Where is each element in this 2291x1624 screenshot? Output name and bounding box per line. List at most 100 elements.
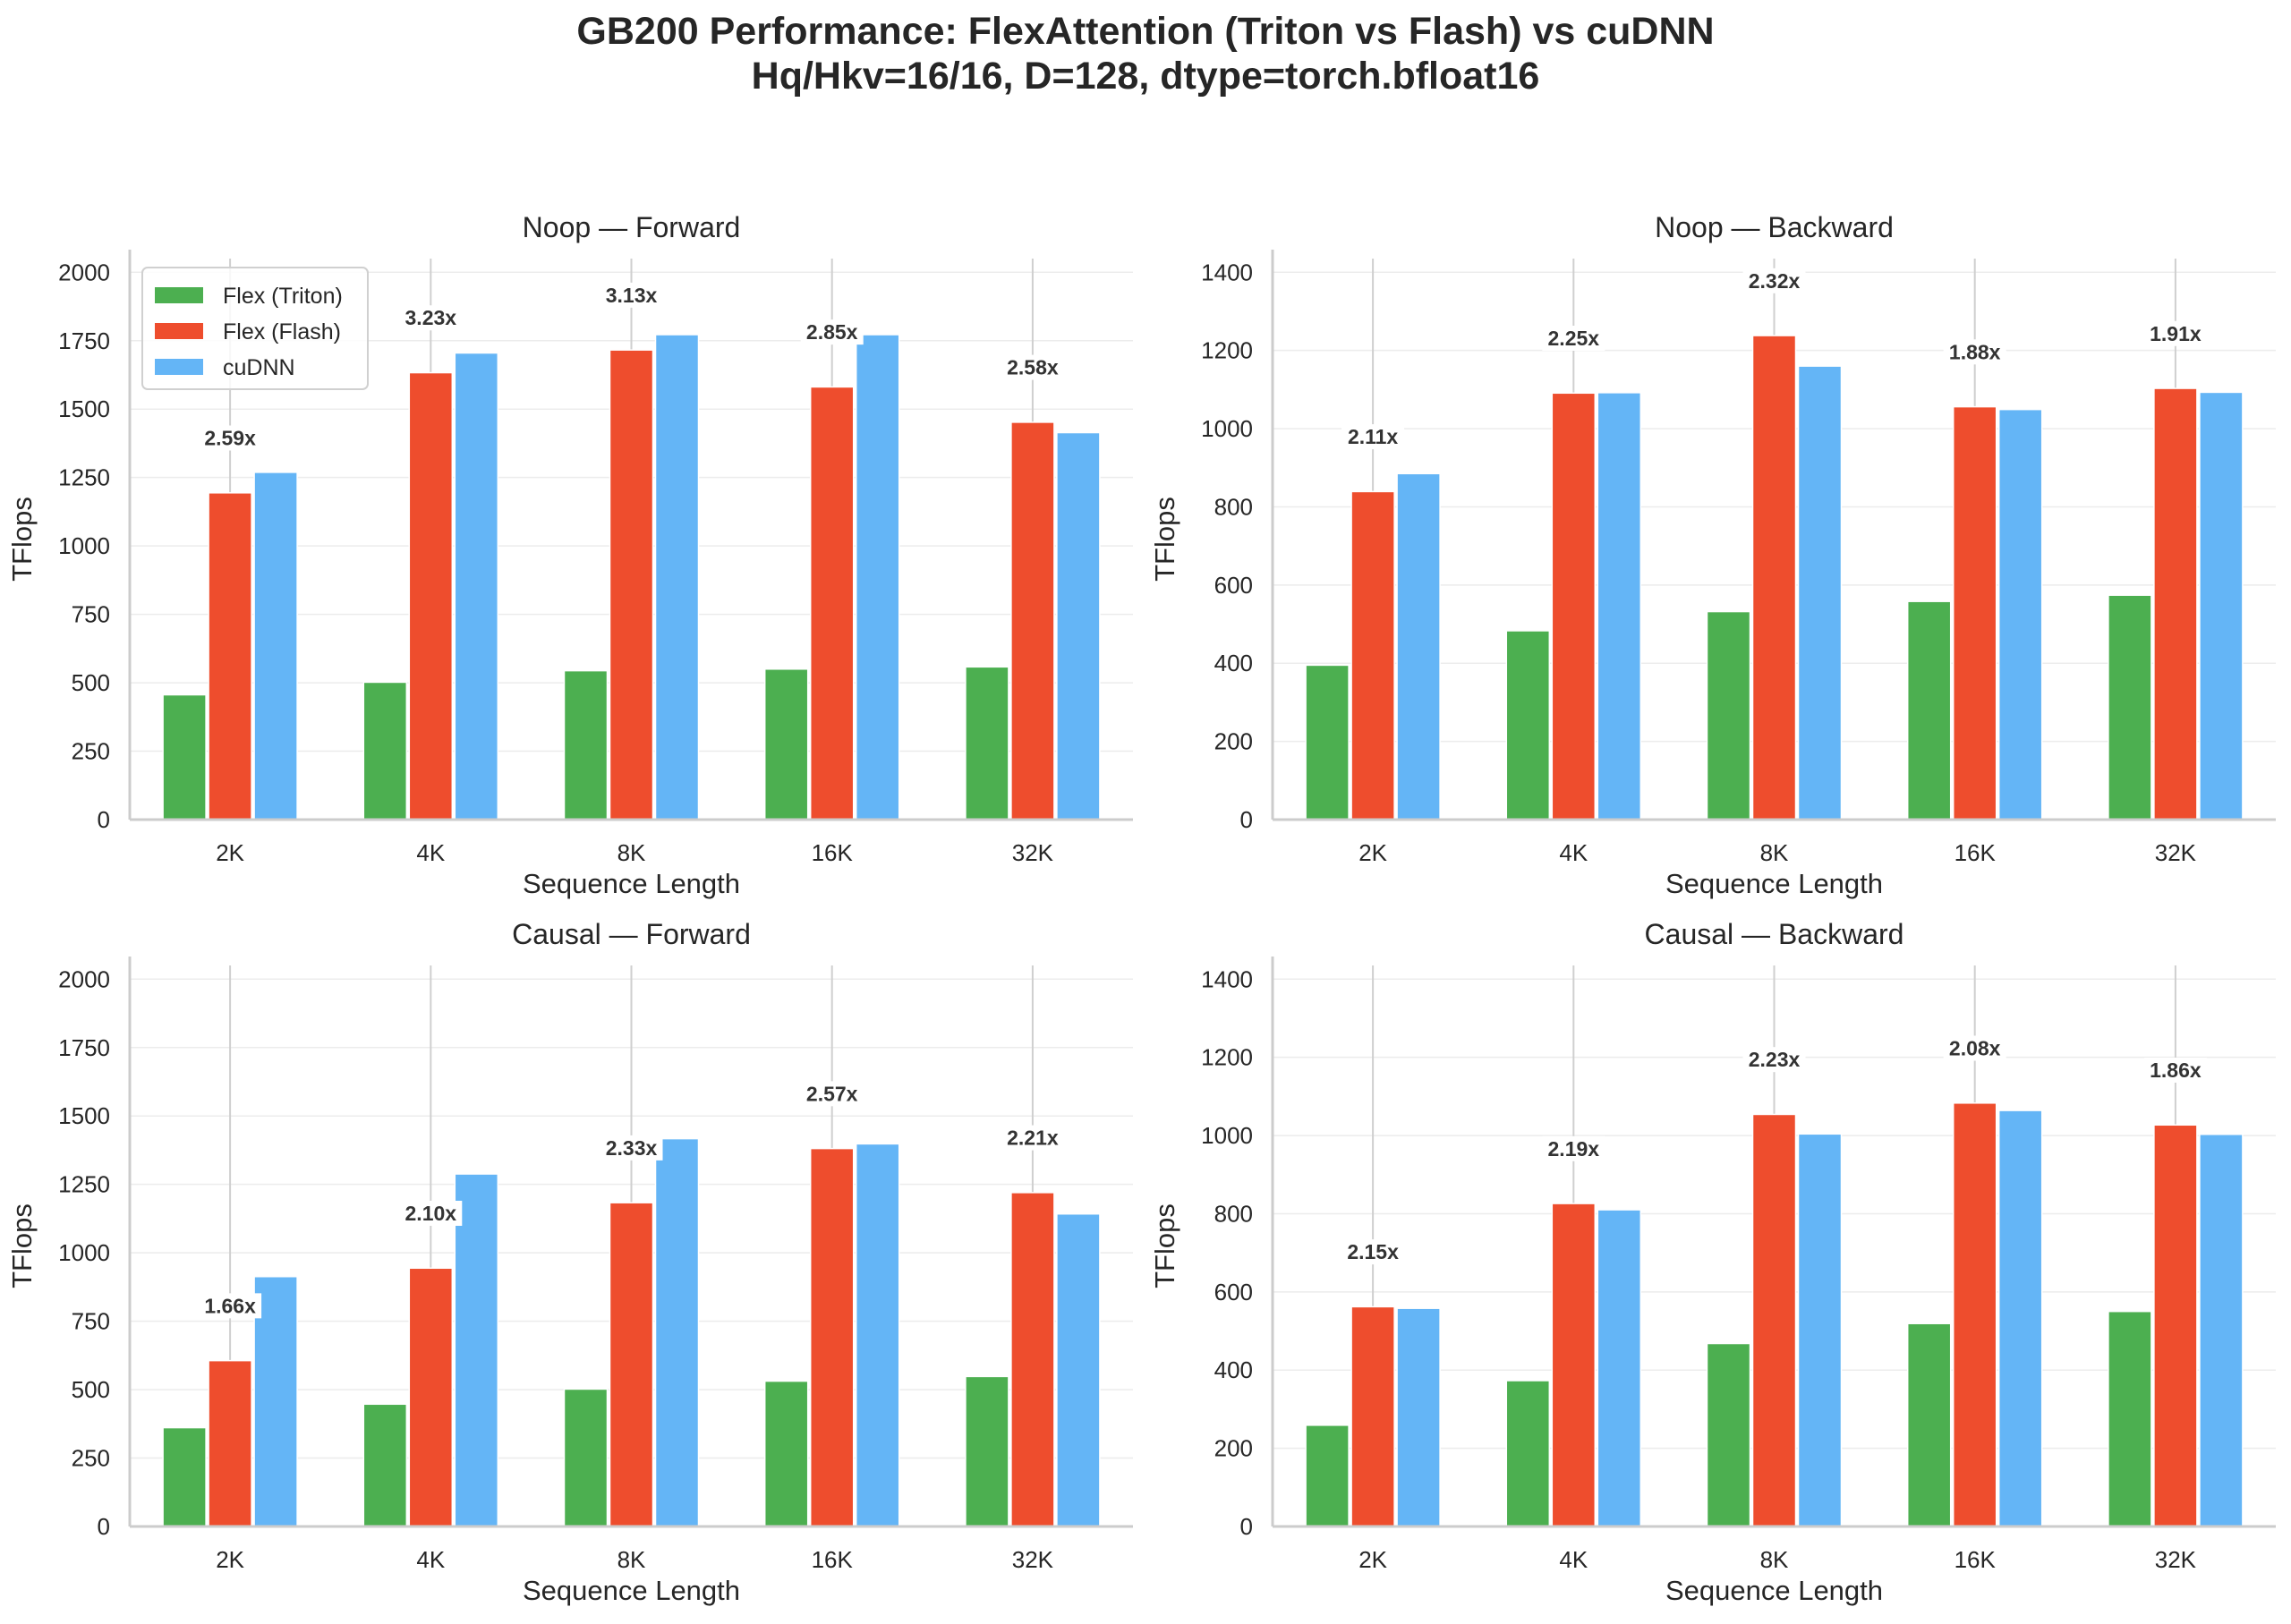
- bar-cudnn-32k: [2199, 391, 2244, 821]
- speedup-annotation: 2.33x: [606, 1136, 658, 1160]
- annotation-bg: [1001, 354, 1064, 380]
- annotation-bg: [399, 305, 463, 331]
- x-tick-label: 8K: [1760, 1546, 1789, 1573]
- x-tick-label: 2K: [216, 1546, 244, 1573]
- annotation-bg: [1001, 1125, 1064, 1151]
- bar-flex-flash-4k: [1551, 1203, 1597, 1527]
- y-tick-label: 250: [72, 1445, 110, 1472]
- annotation-bg: [399, 1200, 463, 1226]
- bar-flex-flash-2k: [1350, 1305, 1395, 1527]
- y-tick-label: 0: [1240, 1513, 1253, 1540]
- legend-swatch: [155, 359, 203, 375]
- bar-cudnn-4k: [1597, 1209, 1642, 1527]
- legend-label: Flex (Flash): [223, 319, 341, 344]
- bar-flex-triton-16k: [763, 668, 809, 821]
- y-tick-label: 400: [1214, 650, 1253, 676]
- bar-flex-triton-32k: [965, 666, 1009, 821]
- x-axis-label: Sequence Length: [1665, 868, 1883, 899]
- bar-cudnn-4k: [454, 1173, 499, 1527]
- y-tick-label: 1400: [1201, 965, 1253, 992]
- bar-flex-triton-8k: [1706, 1342, 1751, 1527]
- bar-flex-flash-8k: [609, 1202, 654, 1527]
- x-tick-label: 32K: [1012, 1546, 1054, 1573]
- x-tick-label: 8K: [617, 1546, 646, 1573]
- speedup-annotation: 3.23x: [405, 306, 457, 329]
- bar-cudnn-16k: [1997, 1110, 2043, 1527]
- x-tick-label: 32K: [2155, 839, 2197, 866]
- speedup-annotation: 2.25x: [1548, 327, 1600, 350]
- x-tick-label: 2K: [1358, 839, 1387, 866]
- speedup-annotation: 2.59x: [204, 427, 256, 450]
- speedup-annotation: 2.58x: [1007, 356, 1059, 379]
- bar-flex-triton-8k: [1706, 610, 1751, 821]
- speedup-annotation: 2.11x: [1348, 425, 1398, 448]
- x-axis-label: Sequence Length: [523, 1575, 740, 1606]
- speedup-annotation: 1.88x: [1949, 340, 2001, 363]
- bar-flex-flash-2k: [208, 492, 252, 821]
- y-tick-label: 1500: [58, 1102, 110, 1129]
- y-tick-label: 200: [1214, 1435, 1253, 1462]
- bar-cudnn-2k: [253, 472, 298, 821]
- bar-cudnn-16k: [855, 1143, 900, 1527]
- x-tick-label: 4K: [1559, 839, 1588, 866]
- y-axis-label: TFlops: [1149, 1203, 1180, 1288]
- bar-cudnn-8k: [654, 334, 700, 821]
- bar-flex-triton-32k: [2108, 1310, 2152, 1527]
- bar-cudnn-8k: [1797, 365, 1843, 821]
- x-tick-label: 4K: [416, 839, 445, 866]
- bar-cudnn-2k: [1396, 1307, 1441, 1527]
- bar-flex-flash-32k: [1010, 421, 1055, 821]
- y-tick-label: 0: [98, 806, 110, 833]
- y-tick-label: 200: [1214, 728, 1253, 755]
- bar-flex-triton-32k: [965, 1375, 1009, 1527]
- y-tick-label: 2000: [58, 259, 110, 285]
- x-tick-label: 16K: [812, 839, 854, 866]
- legend-label: Flex (Triton): [223, 284, 343, 309]
- bar-cudnn-8k: [1797, 1133, 1843, 1527]
- speedup-annotation: 2.57x: [806, 1082, 858, 1105]
- bar-flex-flash-16k: [1952, 405, 1997, 821]
- x-tick-label: 8K: [1760, 839, 1789, 866]
- subplot-1: 0 200 400 600 800 1000 1200 1400 2.11x 2.25x 2.32x…: [1149, 211, 2276, 899]
- annotation-bg: [1542, 1135, 1605, 1161]
- bar-flex-triton-16k: [763, 1380, 809, 1527]
- y-tick-label: 800: [1214, 493, 1253, 520]
- annotation-bg: [1341, 1239, 1405, 1265]
- annotation-bg: [1943, 1035, 2006, 1061]
- annotation-bg: [600, 282, 663, 308]
- x-tick-label: 16K: [812, 1546, 854, 1573]
- bar-flex-flash-4k: [408, 371, 454, 821]
- y-axis-label: TFlops: [6, 1203, 38, 1288]
- bar-cudnn-4k: [454, 352, 499, 821]
- y-tick-label: 750: [72, 601, 110, 628]
- bar-flex-triton-8k: [563, 669, 609, 821]
- x-tick-label: 32K: [2155, 1546, 2197, 1573]
- y-tick-label: 750: [72, 1308, 110, 1335]
- bar-flex-triton-2k: [162, 1426, 207, 1527]
- bar-cudnn-32k: [1056, 1212, 1101, 1527]
- annotation-bg: [1742, 268, 1806, 293]
- bar-flex-triton-2k: [162, 693, 207, 821]
- y-tick-label: 1000: [58, 532, 110, 559]
- annotation-bg: [600, 1135, 663, 1161]
- x-tick-label: 4K: [1559, 1546, 1588, 1573]
- speedup-annotation: 1.66x: [204, 1294, 256, 1317]
- legend-swatch: [155, 323, 203, 339]
- speedup-annotation: 2.19x: [1548, 1137, 1600, 1161]
- y-tick-label: 1200: [1201, 1044, 1253, 1071]
- bar-flex-triton-2k: [1305, 1424, 1350, 1527]
- y-tick-label: 800: [1214, 1200, 1253, 1227]
- annotation-bg: [800, 1081, 864, 1107]
- y-tick-label: 1000: [1201, 1122, 1253, 1149]
- bar-cudnn-8k: [654, 1137, 700, 1527]
- y-tick-label: 1250: [58, 464, 110, 491]
- annotation-bg: [1341, 424, 1405, 450]
- bar-flex-triton-2k: [1305, 664, 1350, 821]
- x-tick-label: 2K: [1358, 1546, 1387, 1573]
- bar-cudnn-32k: [2199, 1134, 2244, 1527]
- speedup-annotation: 1.86x: [2150, 1059, 2202, 1082]
- bar-flex-flash-16k: [809, 386, 855, 821]
- subplot-2: 0 250 500 750 1000 1250 1500 1750 2000 1.66x 2.10x…: [6, 918, 1133, 1606]
- speedup-annotation: 3.13x: [606, 284, 658, 307]
